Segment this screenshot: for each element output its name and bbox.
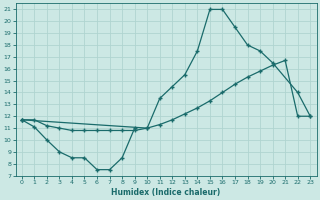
X-axis label: Humidex (Indice chaleur): Humidex (Indice chaleur)	[111, 188, 221, 197]
